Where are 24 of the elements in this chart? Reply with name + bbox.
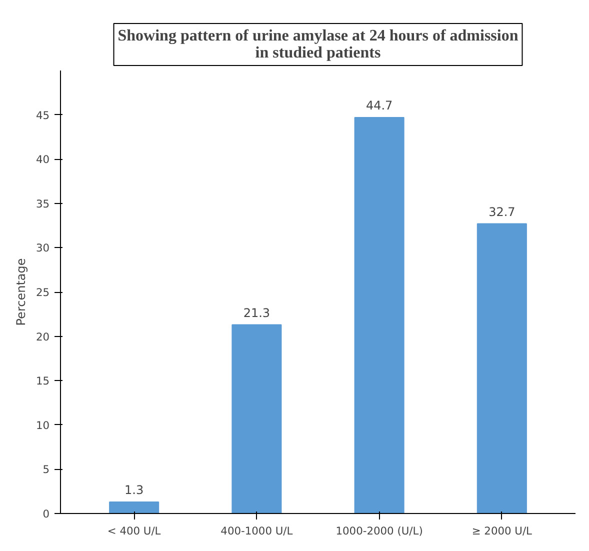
bar (109, 501, 160, 514)
data-label: 1.3 (124, 482, 144, 497)
bar (476, 223, 527, 514)
y-axis-title: Percentage (14, 258, 28, 326)
y-tick-label: 0 (42, 508, 50, 520)
y-tick-label: 10 (36, 418, 50, 432)
y-tick-label: 25 (36, 286, 50, 299)
y-tick-label: 45 (36, 108, 50, 122)
y-tick-label: 15 (36, 374, 50, 388)
data-label: 21.3 (243, 306, 270, 320)
y-tick-label: 5 (42, 463, 50, 476)
y-tick-label: 40 (36, 153, 50, 166)
y-tick-label: 35 (36, 197, 50, 210)
x-tick-label: 1000-2000 (U/L) (336, 524, 423, 538)
x-tick-label: < 400 U/L (107, 524, 161, 538)
bar (354, 116, 404, 514)
x-tick-label: 400-1000 U/L (220, 524, 293, 538)
data-label: 32.7 (488, 204, 516, 219)
bar (232, 324, 282, 514)
y-tick-label: 30 (36, 242, 50, 255)
y-tick-label: 20 (36, 330, 50, 344)
chart-title: Showing pattern of urine amylase at 24 hours of admission in studied patients (118, 28, 518, 62)
data-label: 44.7 (366, 98, 393, 112)
x-tick-label: ≥ 2000 U/L (472, 524, 532, 538)
